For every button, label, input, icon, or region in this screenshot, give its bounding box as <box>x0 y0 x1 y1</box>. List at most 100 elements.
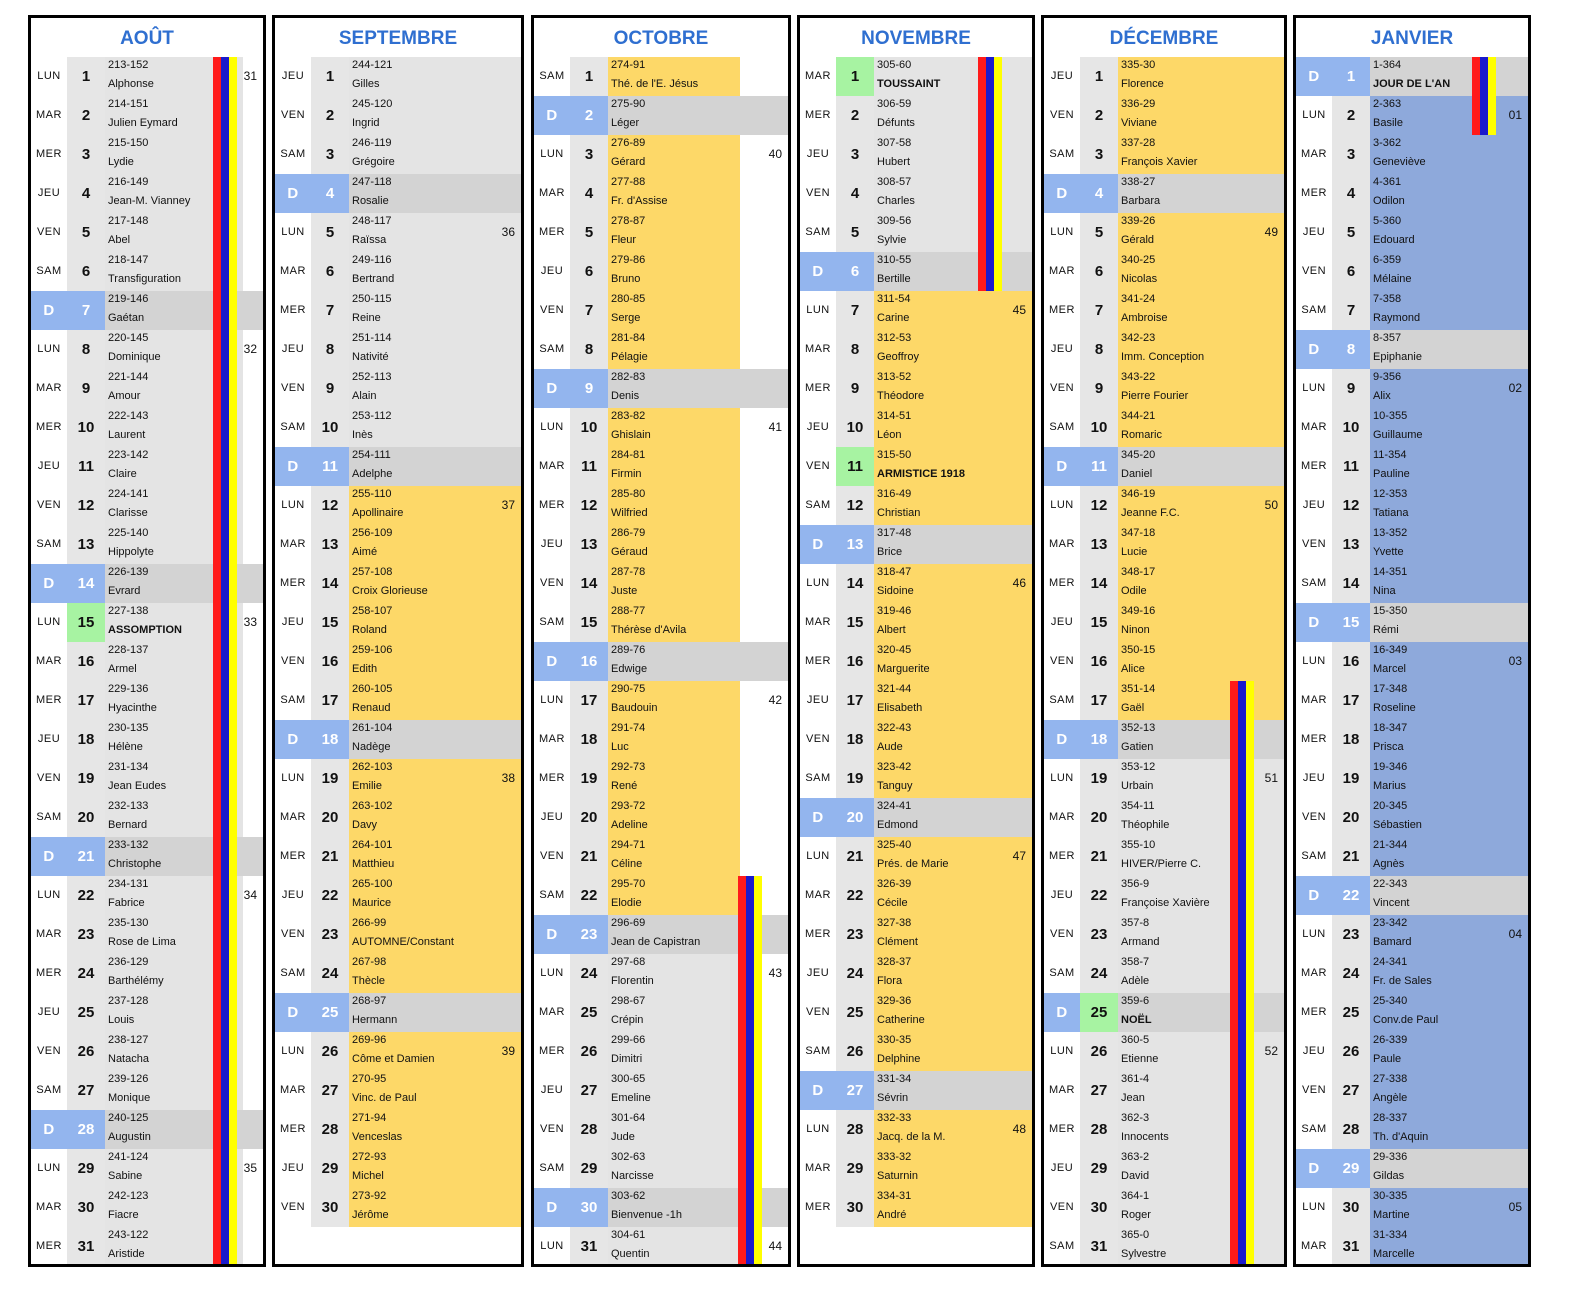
day-of-year-code: 254-111 <box>352 449 391 461</box>
saint-name: Barthélémy <box>108 975 164 987</box>
day-info: 25-340 Conv.de Paul <box>1370 993 1528 1032</box>
saint-name: Aimé <box>352 546 378 558</box>
flag-stripe <box>213 1188 237 1227</box>
saint-name: AUTOMNE/Constant <box>352 936 454 948</box>
weekday-label: MAR <box>1301 148 1327 160</box>
day-row: LUN 21 325-40 Prés. de Marie 47 <box>800 837 1032 876</box>
day-row: SAM 24 267-98 Thècle <box>275 954 521 993</box>
saint-name: Emilie <box>352 780 382 792</box>
day-number: 29 <box>311 1149 349 1188</box>
day-of-year-code: 276-89 <box>611 137 646 149</box>
weekday-label: JEU <box>281 70 305 82</box>
day-of-year-code: 219-146 <box>108 293 149 305</box>
day-number: 19 <box>1080 759 1118 798</box>
saint-name: Pierre Fourier <box>1121 390 1189 402</box>
weekday-label: SAM <box>539 343 565 355</box>
day-number: 30 <box>67 1188 105 1227</box>
day-of-year-code: 344-21 <box>1121 410 1156 422</box>
day-info: 316-49 Christian <box>874 486 1032 525</box>
day-number: 7 <box>836 291 874 330</box>
day-info: 2-363 Basile <box>1370 96 1528 135</box>
day-number: 11 <box>67 447 105 486</box>
weekday-label: D <box>534 96 570 135</box>
day-row: VEN 16 350-15 Alice <box>1044 642 1284 681</box>
day-number: 24 <box>67 954 105 993</box>
day-number: 13 <box>836 525 874 564</box>
day-of-year-code: 333-32 <box>877 1151 912 1163</box>
day-of-year-code: 6-359 <box>1373 254 1402 266</box>
day-of-year-code: 16-349 <box>1373 644 1408 656</box>
day-number: 23 <box>67 915 105 954</box>
day-number: 4 <box>570 174 608 213</box>
weekday-label: D <box>275 447 311 486</box>
day-number: 2 <box>1332 96 1370 135</box>
day-info: 287-78 Juste <box>608 564 740 603</box>
day-number: 4 <box>1332 174 1370 213</box>
day-row: D 21 233-132 Christophe <box>31 837 263 876</box>
day-of-year-code: 24-341 <box>1373 956 1408 968</box>
day-of-year-code: 297-68 <box>611 956 646 968</box>
day-of-year-code: 268-97 <box>352 995 387 1007</box>
day-row: MAR 16 228-137 Armel <box>31 642 263 681</box>
day-row: LUN 7 311-54 Carine 45 <box>800 291 1032 330</box>
day-of-year-code: 326-39 <box>877 878 912 890</box>
day-of-year-code: 217-148 <box>108 215 149 227</box>
weekday-label: JEU <box>806 694 830 706</box>
saint-name: Roland <box>352 624 387 636</box>
day-number: 18 <box>67 720 105 759</box>
day-of-year-code: 246-119 <box>352 137 392 149</box>
day-info: 313-52 Théodore <box>874 369 1032 408</box>
saint-name: Alice <box>1121 663 1145 675</box>
day-row: D 20 324-41 Edmond <box>800 798 1032 837</box>
day-of-year-code: 252-113 <box>352 371 392 383</box>
day-of-year-code: 248-117 <box>352 215 392 227</box>
day-number: 19 <box>570 759 608 798</box>
day-number: 20 <box>836 798 874 837</box>
day-row: LUN 15 227-138 ASSOMPTION 33 <box>31 603 263 642</box>
day-of-year-code: 308-57 <box>877 176 912 188</box>
saint-name: Wilfried <box>611 507 648 519</box>
day-of-year-code: 243-122 <box>108 1229 149 1241</box>
saint-name: Albert <box>877 624 906 636</box>
day-of-year-code: 352-13 <box>1121 722 1156 734</box>
weekday-label: LUN <box>540 1240 564 1252</box>
day-info: 274-91 Thé. de l'E. Jésus <box>608 57 740 96</box>
week-number: 04 <box>1508 927 1522 941</box>
week-number: 47 <box>1012 849 1026 863</box>
day-info: 31-334 Marcelle <box>1370 1227 1528 1264</box>
day-info: 4-361 Odilon <box>1370 174 1528 213</box>
day-info: 315-50 ARMISTICE 1918 <box>874 447 1032 486</box>
day-number: 27 <box>570 1071 608 1110</box>
day-row: D 25 359-6 NOËL <box>1044 993 1284 1032</box>
day-of-year-code: 20-345 <box>1373 800 1408 812</box>
week-number: 51 <box>1264 771 1278 785</box>
flag-stripe <box>213 291 237 330</box>
weekday-label: JEU <box>1302 1045 1326 1057</box>
day-of-year-code: 251-114 <box>352 332 392 344</box>
day-number: 17 <box>570 681 608 720</box>
day-row: MAR 15 319-46 Albert <box>800 603 1032 642</box>
day-of-year-code: 280-85 <box>611 293 646 305</box>
day-of-year-code: 315-50 <box>877 449 912 461</box>
day-row: JEU 5 5-360 Edouard <box>1296 213 1528 252</box>
week-number: 46 <box>1012 576 1026 590</box>
weekday-label: D <box>800 252 836 291</box>
day-row: VEN 2 336-29 Viviane <box>1044 96 1284 135</box>
saint-name: Thérèse d'Avila <box>611 624 687 636</box>
flag-stripe <box>978 174 1002 213</box>
flag-stripe <box>1230 759 1254 798</box>
day-of-year-code: 275-90 <box>611 98 646 110</box>
weekday-label: D <box>534 369 570 408</box>
weekday-label: MAR <box>1301 1240 1327 1252</box>
day-of-year-code: 329-36 <box>877 995 912 1007</box>
month-title: JANVIER <box>1370 28 1454 49</box>
day-row: JEU 22 265-100 Maurice <box>275 876 521 915</box>
weekday-label: LUN <box>806 577 830 589</box>
saint-name: Yvette <box>1373 546 1404 558</box>
day-number: 23 <box>1332 915 1370 954</box>
day-number: 28 <box>1332 1110 1370 1149</box>
day-row: MER 26 299-66 Dimitri <box>534 1032 788 1071</box>
day-row: JEU 4 216-149 Jean-M. Vianney <box>31 174 263 213</box>
day-number: 8 <box>1332 330 1370 369</box>
day-row: SAM 20 232-133 Bernard <box>31 798 263 837</box>
